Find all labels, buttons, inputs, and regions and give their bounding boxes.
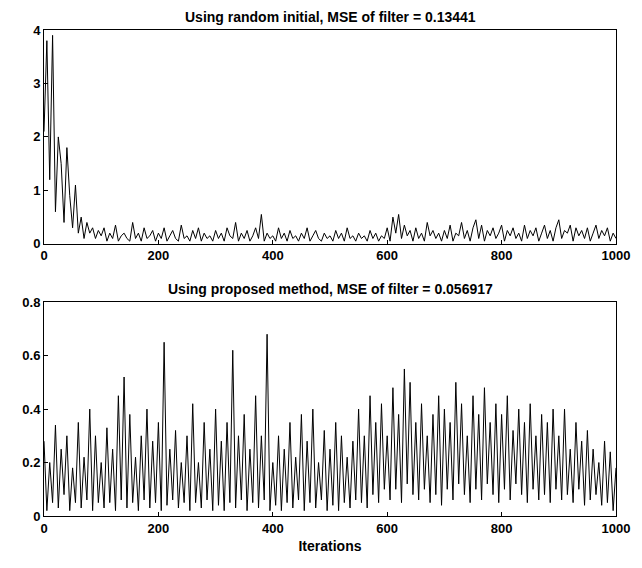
svg-text:0.8: 0.8 [22,295,40,310]
svg-text:400: 400 [262,521,284,536]
svg-text:1000: 1000 [602,521,631,536]
svg-text:3: 3 [33,76,40,91]
svg-text:4: 4 [33,23,41,38]
svg-text:800: 800 [491,521,513,536]
svg-text:Using proposed method, MSE of: Using proposed method, MSE of filter = 0… [168,281,493,297]
svg-text:0: 0 [33,509,40,524]
svg-text:200: 200 [148,521,170,536]
svg-text:400: 400 [262,248,284,263]
svg-text:0.4: 0.4 [22,402,41,417]
svg-text:600: 600 [376,248,398,263]
svg-text:800: 800 [491,248,513,263]
svg-text:200: 200 [148,248,170,263]
svg-text:0: 0 [33,236,40,251]
svg-text:Iterations: Iterations [298,538,361,554]
svg-text:0.6: 0.6 [22,348,40,363]
svg-text:0: 0 [40,248,47,263]
svg-text:0.2: 0.2 [22,455,40,470]
svg-text:1: 1 [33,183,40,198]
svg-text:0: 0 [40,521,47,536]
svg-text:2: 2 [33,129,40,144]
svg-text:Using random initial, MSE of f: Using random initial, MSE of filter = 0.… [185,9,476,25]
svg-text:600: 600 [376,521,398,536]
svg-text:1000: 1000 [602,248,631,263]
